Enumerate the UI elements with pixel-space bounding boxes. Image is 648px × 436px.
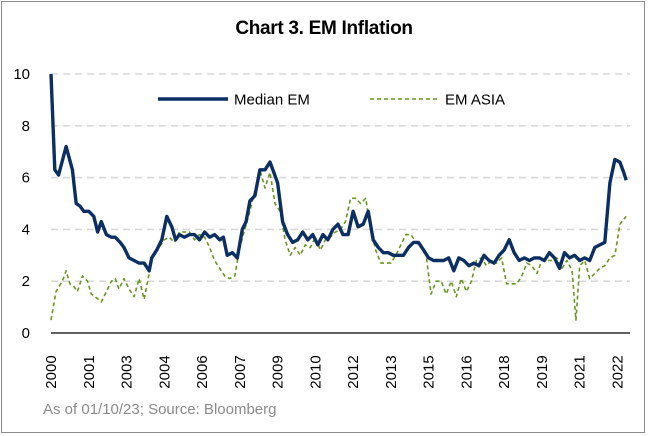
- legend-label-median-em: Median EM: [234, 92, 310, 109]
- x-tick-label: 2010: [307, 355, 324, 388]
- x-tick-label: 2016: [458, 355, 475, 388]
- chart-title: Chart 3. EM Inflation: [235, 18, 413, 39]
- x-tick-label: 2006: [194, 355, 211, 388]
- y-tick-label: 2: [22, 273, 30, 290]
- legend-label-em-asia: EM ASIA: [445, 92, 505, 109]
- y-axis-ticks: 0 2 4 6 8 10: [13, 66, 30, 342]
- series-line-median-em: [49, 73, 628, 273]
- x-tick-label: 2021: [572, 355, 589, 388]
- y-tick-label: 0: [22, 325, 30, 342]
- x-tick-label: 2007: [232, 355, 249, 388]
- x-tick-label: 2004: [156, 355, 173, 388]
- x-tick-label: 2015: [421, 355, 438, 388]
- series-line-em-asia: [50, 169, 627, 321]
- x-tick-label: 2013: [383, 355, 400, 388]
- y-tick-label: 6: [22, 170, 30, 187]
- x-tick-label: 2003: [119, 355, 136, 388]
- x-tick-label: 2009: [270, 355, 287, 388]
- x-tick-label: 2018: [496, 355, 513, 388]
- x-axis-ticks: 2000 2001 2003 2004 2006 2007 2009 2010 2012 2013…: [43, 355, 626, 388]
- y-tick-label: 4: [22, 221, 30, 238]
- x-tick-label: 2000: [43, 355, 60, 388]
- x-tick-label: 2022: [609, 355, 626, 388]
- y-tick-label: 8: [22, 118, 30, 135]
- legend: Median EM EM ASIA: [158, 92, 505, 109]
- source-note: As of 01/10/23; Source: Bloomberg: [43, 401, 277, 418]
- x-tick-label: 2001: [81, 355, 98, 388]
- series-lines: [49, 73, 628, 321]
- x-tick-label: 2019: [534, 355, 551, 388]
- gridlines: [51, 73, 630, 283]
- x-tick-label: 2012: [345, 355, 362, 388]
- y-tick-label: 10: [13, 66, 30, 83]
